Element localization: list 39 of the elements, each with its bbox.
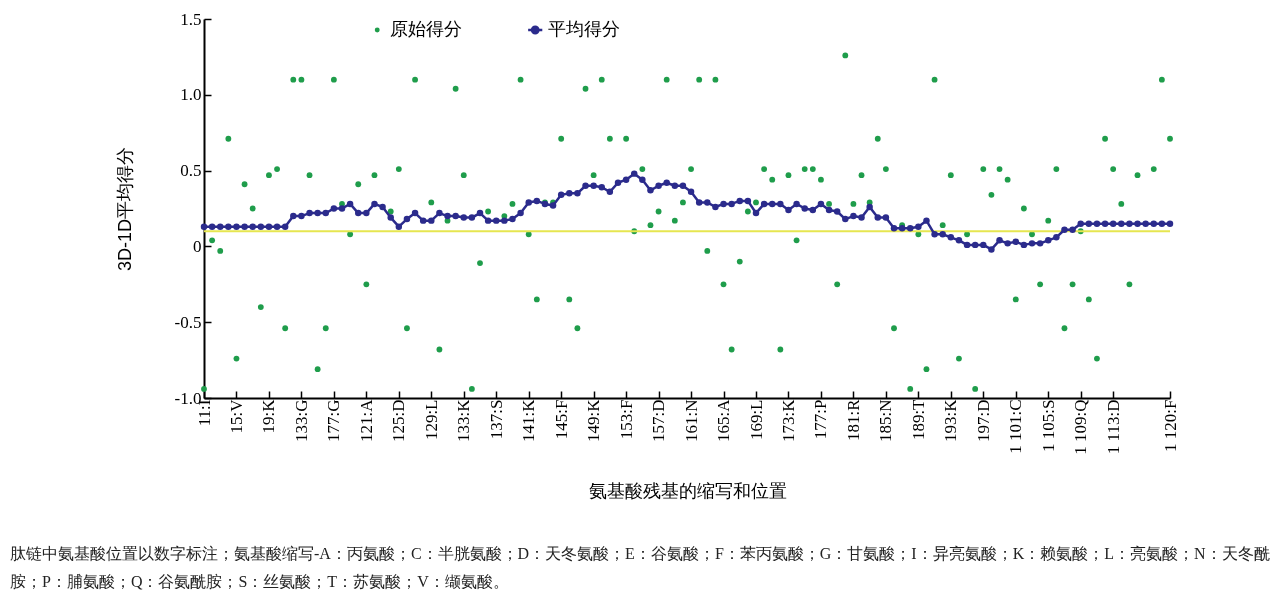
legend-label: 平均得分 xyxy=(548,19,621,39)
x-tick-label: 165:A xyxy=(714,398,734,442)
x-tick-label: 1 113:D xyxy=(1103,399,1123,455)
x-tick-label: 177:P xyxy=(811,399,831,440)
y-tick-label: 0.5 xyxy=(180,161,202,181)
x-tick-label: 149:K xyxy=(584,398,604,442)
x-tick-label: 1 109:Q xyxy=(1071,399,1091,455)
y-tick-label: 1.5 xyxy=(180,9,202,29)
x-tick-label: 129:L xyxy=(421,399,441,441)
x-tick-label: 145:F xyxy=(551,399,571,440)
x-tick-label: 1 105:S xyxy=(1038,399,1058,452)
x-tick-label: 161:N xyxy=(681,399,701,442)
x-tick-label: 197:D xyxy=(973,399,993,442)
x-tick-label: 189:T xyxy=(908,398,928,441)
text: 原始得分 xyxy=(390,19,463,39)
x-tick-label: 157:D xyxy=(649,399,669,442)
x-tick-label: 137:S xyxy=(486,399,506,440)
x-tick-label: 153:F xyxy=(616,399,636,440)
x-tick-label: 1 120:F xyxy=(1160,399,1180,452)
x-tick-label: 15:V xyxy=(226,398,246,434)
x-tick-label: 177:G xyxy=(324,399,344,442)
y-tick-label: -0.5 xyxy=(174,312,202,332)
x-tick-label: 133:K xyxy=(454,398,474,442)
x-tick-label: 121:A xyxy=(356,398,376,442)
y-tick-label: 1.0 xyxy=(180,85,202,105)
x-tick-label: 19:K xyxy=(259,398,279,434)
x-tick-label: 185:N xyxy=(876,399,896,442)
x-axis-title: 氨基酸残基的缩写和位置 xyxy=(588,480,787,501)
x-tick-label: 181:R xyxy=(843,398,863,442)
y-axis-title: 3D-1D平均得分 xyxy=(114,146,135,272)
x-tick-label: 173:K xyxy=(778,398,798,442)
y-tick-label: 0 xyxy=(193,236,202,256)
x-tick-label: 193:K xyxy=(941,398,961,442)
x-tick-label: 141:K xyxy=(519,398,539,442)
text: 肽链中氨基酸位置以数字标注；氨基酸缩写-A：丙氨酸；C：半胱氨酸；D：天冬氨酸；E：谷氨酸；F：苯丙氨酸；G：甘氨酸；I：异亮氨酸；K：赖氨酸；L：亮氨酸；N：天冬酰胺；P：脯氨酸；Q：谷氨酰胺；S：丝氨酸；T：苏氨酸；V：缬氨酸。 xyxy=(10,544,1271,592)
x-tick-label: 133:G xyxy=(291,399,311,442)
x-tick-label: 1 101:C xyxy=(1006,399,1026,454)
x-tick-label: 169:L xyxy=(746,399,766,441)
x-tick-label: 125:D xyxy=(389,399,409,442)
